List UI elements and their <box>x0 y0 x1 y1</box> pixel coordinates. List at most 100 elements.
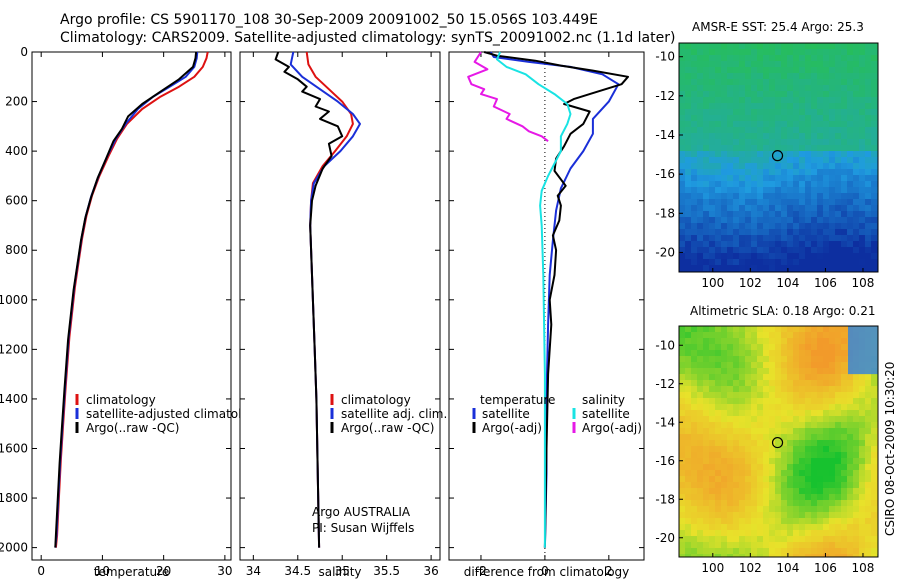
heatmap-cell <box>805 512 811 518</box>
heatmap-cell <box>775 368 781 374</box>
heatmap-cell <box>703 157 709 163</box>
heatmap-cell <box>787 386 793 392</box>
heatmap-cell <box>769 103 775 109</box>
heatmap-cell <box>841 380 847 386</box>
heatmap-cell <box>697 253 703 259</box>
heatmap-cell <box>823 338 829 344</box>
heatmap-cell <box>769 73 775 79</box>
heatmap-cell <box>757 536 763 542</box>
heatmap-cell <box>835 434 841 440</box>
heatmap-cell <box>691 175 697 181</box>
heatmap-cell <box>775 187 781 193</box>
heatmap-cell <box>829 512 835 518</box>
heatmap-cell <box>757 235 763 241</box>
heatmap-cell <box>685 127 691 133</box>
heatmap-cell <box>859 265 865 271</box>
heatmap-cell <box>781 386 787 392</box>
heatmap-cell <box>769 157 775 163</box>
heatmap-cell <box>763 139 769 145</box>
heatmap-cell <box>697 374 703 380</box>
heatmap-cell <box>769 536 775 542</box>
heatmap-cell <box>841 440 847 446</box>
heatmap-cell <box>781 434 787 440</box>
heatmap-cell <box>715 368 721 374</box>
heatmap-cell <box>787 217 793 223</box>
heatmap-cell <box>703 235 709 241</box>
heatmap-cell <box>709 121 715 127</box>
heatmap-cell <box>715 536 721 542</box>
heatmap-cell <box>793 67 799 73</box>
heatmap-cell <box>685 211 691 217</box>
heatmap-cell <box>805 386 811 392</box>
heatmap-cell <box>799 145 805 151</box>
heatmap-cell <box>685 235 691 241</box>
heatmap-cell <box>805 416 811 422</box>
heatmap-cell <box>835 440 841 446</box>
heatmap-cell <box>829 163 835 169</box>
heatmap-cell <box>751 73 757 79</box>
heatmap-cell <box>805 482 811 488</box>
heatmap-cell <box>835 151 841 157</box>
heatmap-cell <box>709 127 715 133</box>
heatmap-cell <box>817 482 823 488</box>
heatmap-cell <box>733 350 739 356</box>
heatmap-cell <box>733 223 739 229</box>
heatmap-cell <box>715 55 721 61</box>
heatmap-cell <box>685 175 691 181</box>
heatmap-cell <box>721 193 727 199</box>
salinity-xlabel: salinity <box>318 565 361 579</box>
heatmap-cell <box>823 187 829 193</box>
heatmap-cell <box>829 115 835 121</box>
heatmap-cell <box>739 67 745 73</box>
heatmap-cell <box>715 464 721 470</box>
heatmap-cell <box>775 115 781 121</box>
heatmap-cell <box>871 482 877 488</box>
heatmap-cell <box>811 494 817 500</box>
heatmap-cell <box>679 163 685 169</box>
heatmap-cell <box>709 223 715 229</box>
heatmap-cell <box>817 512 823 518</box>
heatmap-cell <box>793 241 799 247</box>
heatmap-cell <box>757 67 763 73</box>
heatmap-cell <box>847 187 853 193</box>
heatmap-cell <box>721 374 727 380</box>
heatmap-cell <box>781 211 787 217</box>
heatmap-cell <box>847 434 853 440</box>
heatmap-cell <box>715 446 721 452</box>
heatmap-cell <box>829 548 835 554</box>
heatmap-cell <box>763 386 769 392</box>
heatmap-cell <box>721 446 727 452</box>
heatmap-cell <box>871 398 877 404</box>
heatmap-cell <box>721 422 727 428</box>
heatmap-cell <box>781 43 787 49</box>
heatmap-cell <box>739 524 745 530</box>
heatmap-cell <box>763 79 769 85</box>
heatmap-cell <box>799 205 805 211</box>
heatmap-cell <box>709 488 715 494</box>
heatmap-cell <box>733 235 739 241</box>
heatmap-cell <box>757 79 763 85</box>
heatmap-cell <box>829 73 835 79</box>
heatmap-cell <box>835 229 841 235</box>
heatmap-cell <box>745 265 751 271</box>
heatmap-cell <box>769 500 775 506</box>
heatmap-cell <box>733 127 739 133</box>
heatmap-cell <box>859 157 865 163</box>
heatmap-cell <box>799 542 805 548</box>
heatmap-cell <box>811 518 817 524</box>
heatmap-cell <box>805 211 811 217</box>
heatmap-cell <box>739 241 745 247</box>
heatmap-cell <box>679 482 685 488</box>
heatmap-cell <box>805 332 811 338</box>
heatmap-cell <box>757 115 763 121</box>
heatmap-cell <box>727 512 733 518</box>
heatmap-cell <box>685 241 691 247</box>
heatmap-cell <box>769 458 775 464</box>
heatmap-cell <box>709 386 715 392</box>
heatmap-cell <box>787 223 793 229</box>
heatmap-cell <box>787 554 793 557</box>
heatmap-cell <box>745 494 751 500</box>
heatmap-cell <box>763 85 769 91</box>
heatmap-cell <box>721 470 727 476</box>
heatmap-cell <box>817 157 823 163</box>
